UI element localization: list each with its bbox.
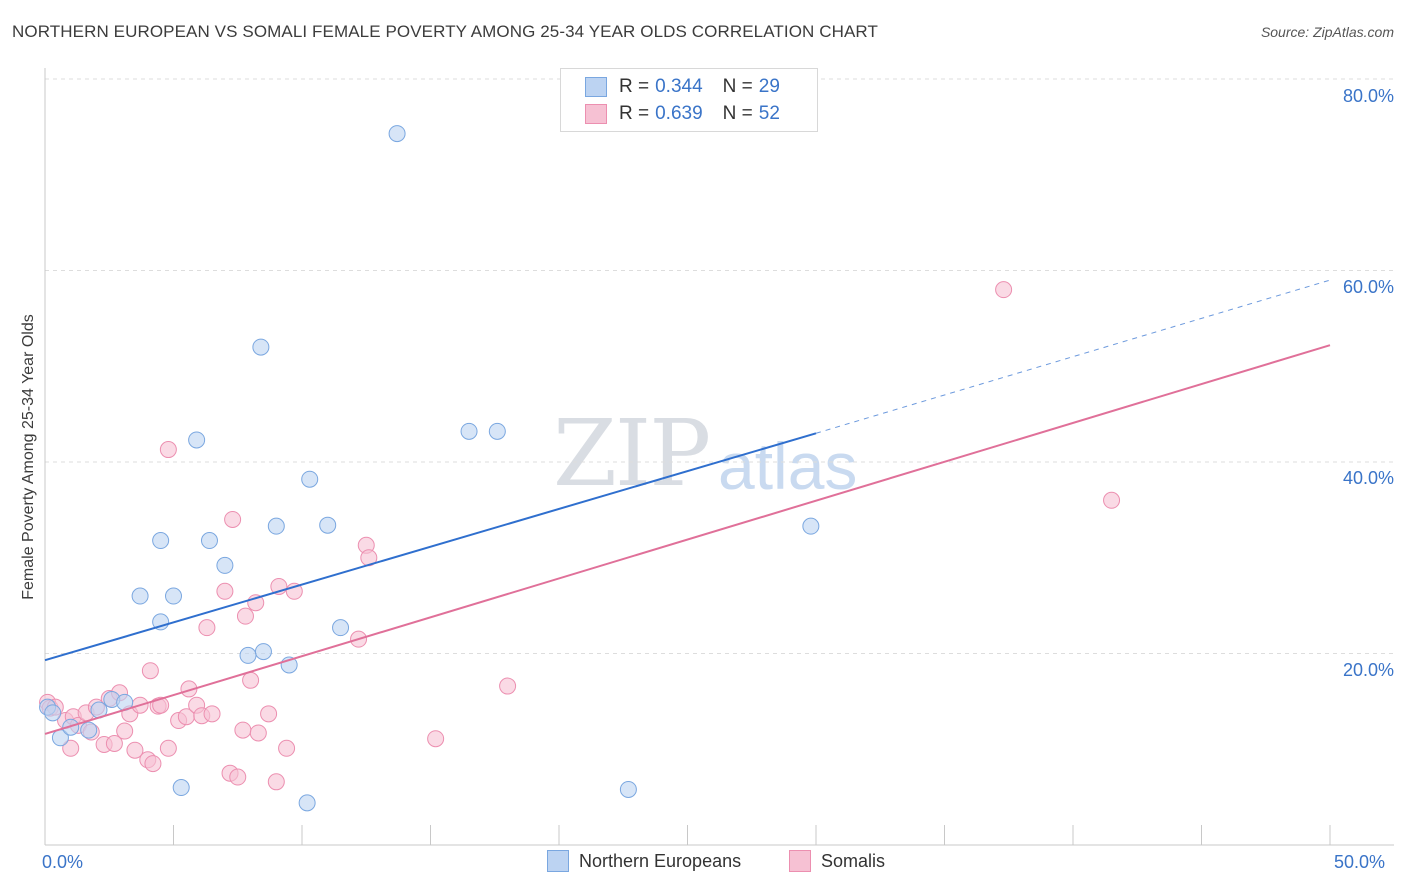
somali-point	[260, 705, 278, 723]
northern-european-point	[619, 780, 637, 798]
somali-point	[198, 619, 216, 637]
legend-r-label: R =	[619, 103, 650, 124]
somali-point	[126, 741, 144, 759]
watermark-zip: ZIP	[553, 400, 711, 507]
northern-european-point	[254, 643, 272, 661]
bottom-legend-label: Somalis	[821, 850, 886, 871]
somali-point	[1103, 491, 1121, 509]
stats-legend: R = 0.344 N = 29 R = 0.639 N = 52	[560, 68, 818, 132]
northern-european-point	[165, 587, 182, 605]
bottom-legend-somalis: Somalis	[789, 850, 885, 872]
somali-point	[62, 739, 80, 757]
somali-point	[141, 662, 159, 680]
somali-point	[152, 696, 170, 714]
bottom-legend-label: Northern Europeans	[579, 850, 742, 871]
northern-european-point	[488, 422, 506, 440]
legend-r-label: R =	[619, 76, 650, 97]
northern-european-point	[131, 587, 149, 605]
somali-point	[229, 768, 247, 786]
northern-european-point	[44, 704, 62, 722]
northern-european-point	[460, 422, 478, 440]
legend-swatch-blue	[585, 77, 607, 97]
y-tick-label-60: 60.0%	[1342, 277, 1394, 297]
y-tick-label-80: 80.0%	[1342, 86, 1394, 106]
legend-row-somalis: R = 0.639 N = 52	[585, 102, 780, 126]
legend-row-northern-europeans: R = 0.344 N = 29	[585, 75, 780, 99]
somali-point	[144, 755, 162, 773]
legend-r-value: 0.639	[655, 103, 703, 124]
somali-point	[995, 281, 1013, 299]
northern-european-point	[152, 532, 170, 550]
northern-european-point	[239, 646, 257, 664]
northern-european-point	[200, 532, 218, 550]
somali-point	[159, 739, 177, 757]
y-tick-label-20: 20.0%	[1342, 660, 1394, 680]
somali-point	[427, 730, 445, 748]
somali-point	[236, 607, 254, 625]
bottom-legend-swatch-blue	[547, 850, 569, 872]
somali-point	[267, 773, 285, 791]
northern-european-trendline	[44, 432, 817, 662]
northern-european-point	[62, 718, 80, 736]
somali-point	[249, 724, 267, 742]
somali-point	[224, 510, 242, 528]
y-tick-label-40: 40.0%	[1342, 468, 1394, 488]
somali-point	[159, 441, 177, 459]
northern-european-point	[319, 516, 337, 534]
northern-european-point	[802, 517, 820, 535]
legend-n-value: 52	[758, 103, 780, 124]
bottom-legend-swatch-pink	[789, 850, 811, 872]
somali-point	[216, 582, 234, 600]
bottom-legend-northern-europeans: Northern Europeans	[547, 850, 741, 872]
northern-european-point	[252, 338, 270, 356]
x-tick-label-max: 50.0%	[1334, 852, 1386, 872]
northern-european-point	[216, 556, 234, 574]
northern-european-trendline-extension	[815, 279, 1331, 434]
somali-point	[278, 739, 296, 757]
somali-point	[203, 705, 221, 723]
y-axis-label: Female Poverty Among 25-34 Year Olds	[20, 314, 37, 600]
somali-point	[116, 722, 134, 740]
northern-european-point	[172, 779, 190, 797]
legend-n-label: N =	[722, 103, 753, 124]
northern-european-point	[267, 517, 285, 535]
somali-trendline	[44, 344, 1331, 735]
legend-n-label: N =	[722, 76, 753, 97]
somali-point	[105, 735, 123, 753]
northern-european-point	[301, 470, 319, 488]
northern-european-point	[332, 619, 350, 637]
chart-source: Source: ZipAtlas.com	[1260, 24, 1394, 40]
legend-n-value: 29	[758, 76, 780, 97]
northern-european-point	[80, 721, 98, 739]
legend-r-value: 0.344	[655, 76, 703, 97]
northern-european-point	[188, 431, 206, 449]
legend-swatch-pink	[585, 104, 607, 124]
somali-point	[242, 671, 260, 689]
northern-european-point	[388, 125, 406, 143]
chart-title: NORTHERN EUROPEAN VS SOMALI FEMALE POVER…	[12, 22, 878, 41]
somali-point	[234, 721, 252, 739]
northern-european-point	[298, 794, 316, 812]
somali-point	[499, 677, 517, 695]
x-tick-label-min: 0.0%	[42, 852, 84, 872]
